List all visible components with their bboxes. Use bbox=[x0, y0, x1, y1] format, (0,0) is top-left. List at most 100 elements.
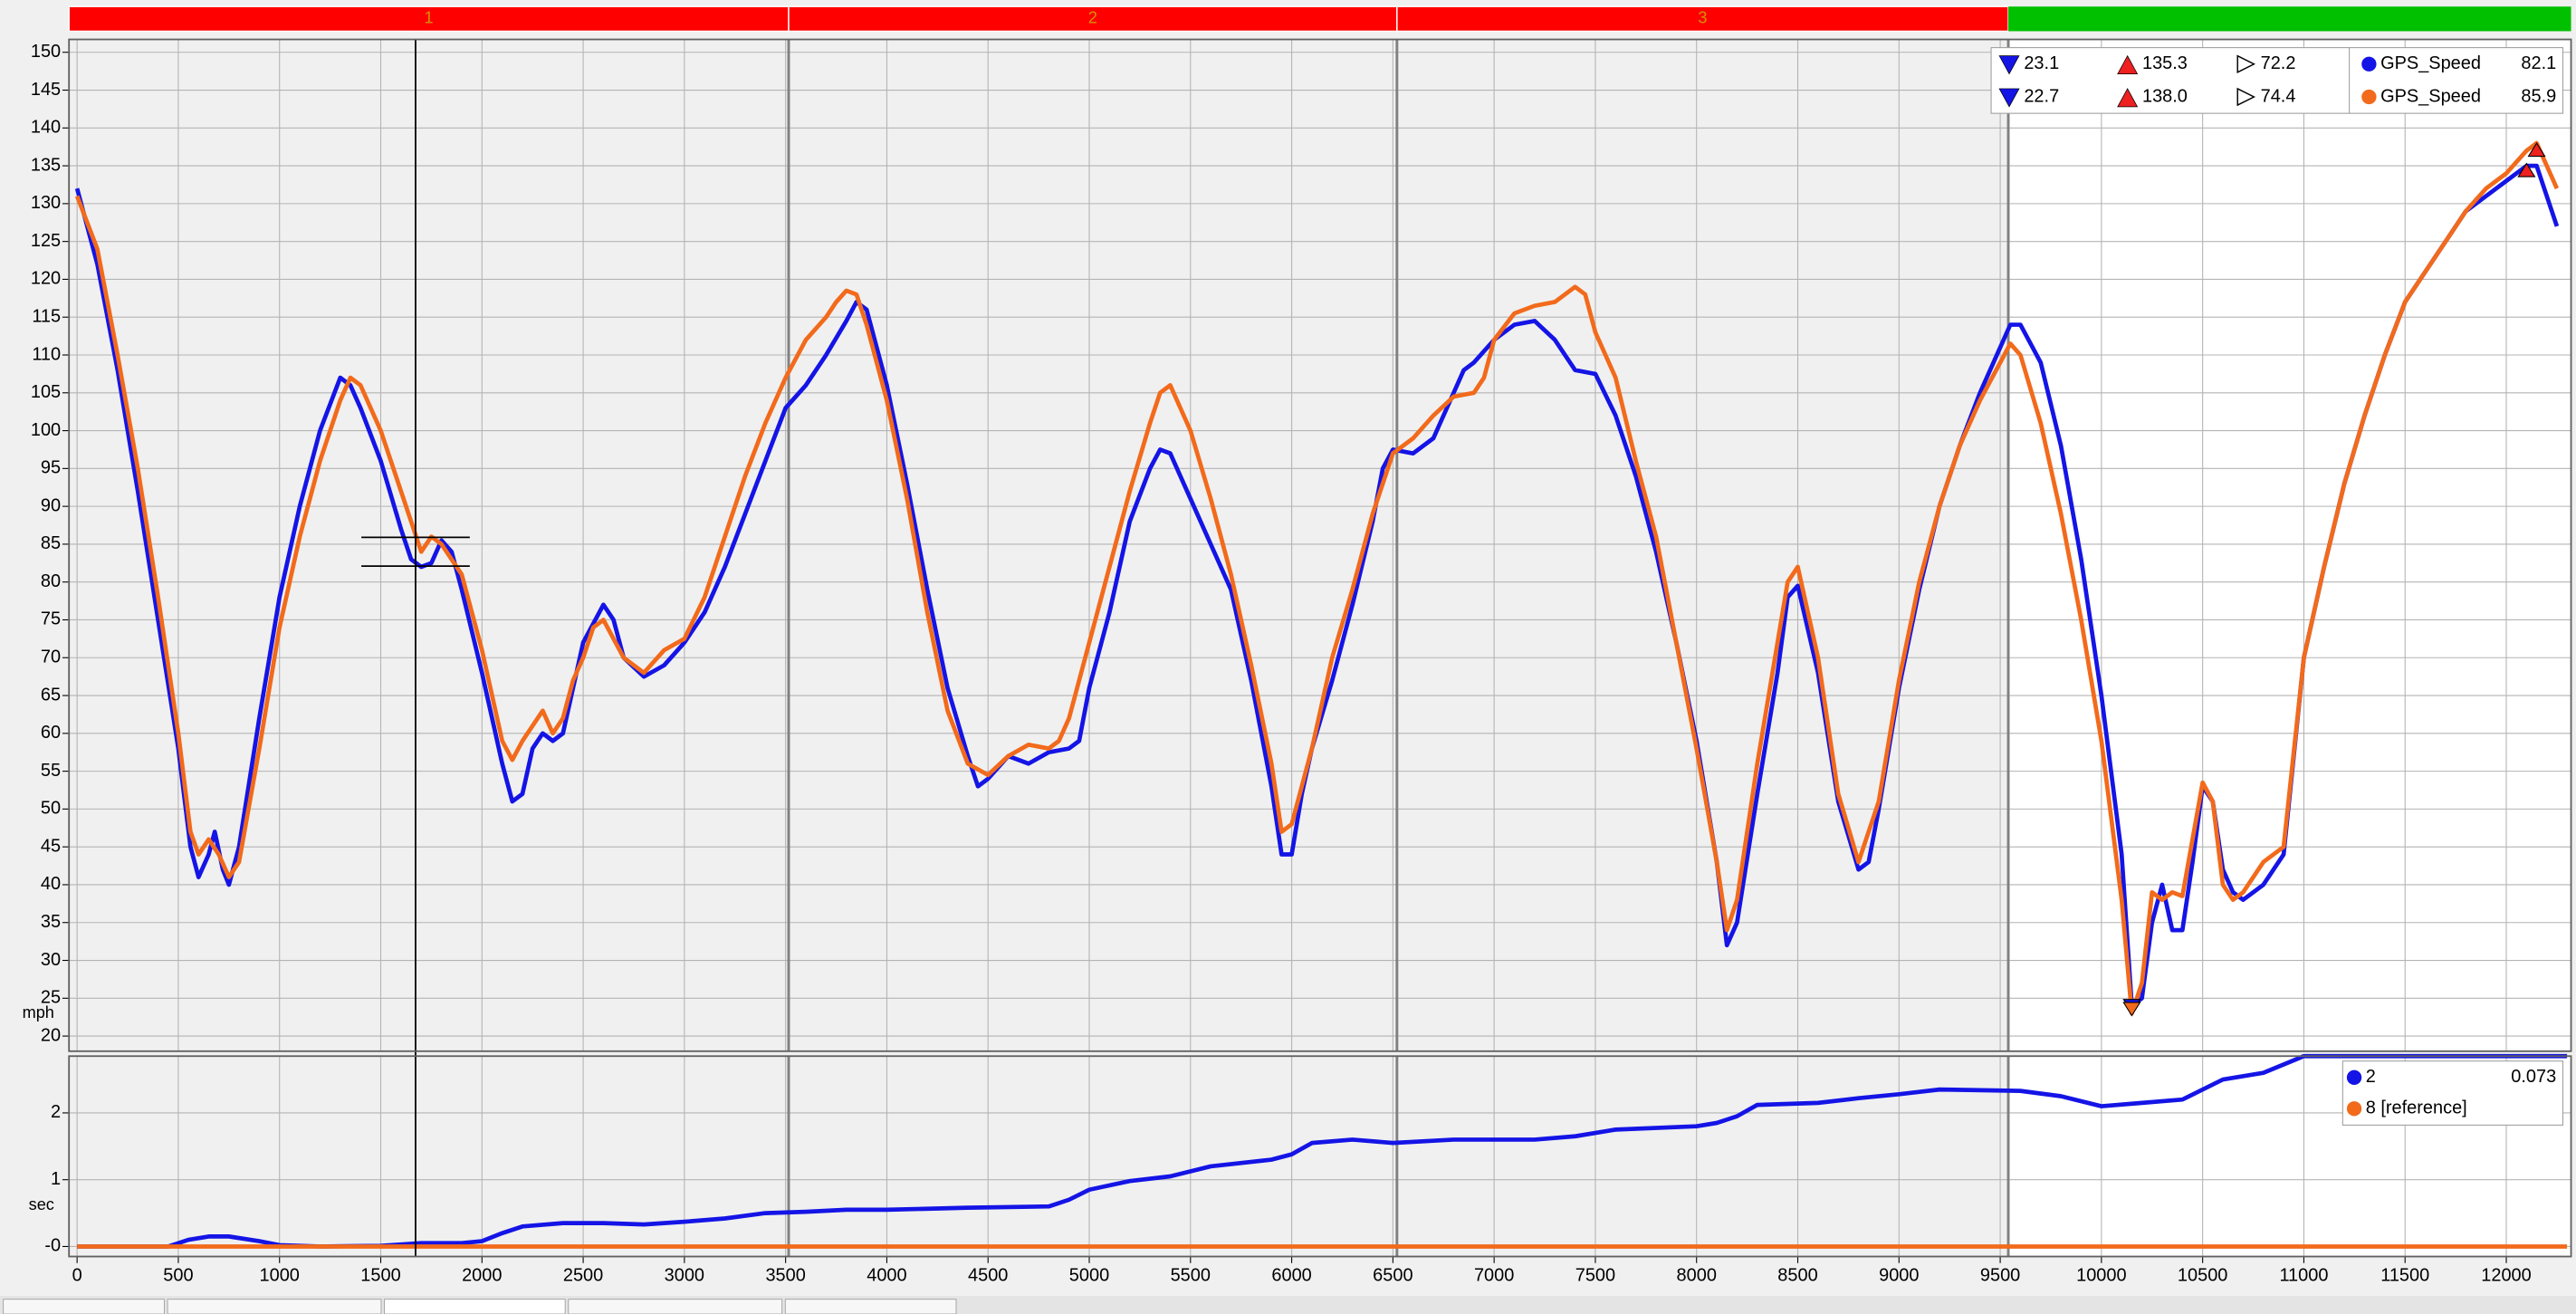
legend-box bbox=[1990, 47, 2564, 114]
y-tick-label: 120 bbox=[31, 269, 61, 289]
legend-max-icon bbox=[2117, 88, 2139, 108]
y-tick-label: 40 bbox=[41, 874, 61, 894]
legend-name: GPS_Speed bbox=[2380, 86, 2481, 106]
y-tick-label: 140 bbox=[31, 118, 61, 138]
x-tick-label: 500 bbox=[163, 1266, 193, 1286]
legend-avg-icon bbox=[2236, 87, 2255, 107]
y-tick-label: 110 bbox=[32, 344, 61, 364]
legend-swatch bbox=[2361, 56, 2377, 72]
x-tick-label: 8000 bbox=[1677, 1266, 1717, 1286]
y-tick-label: 90 bbox=[41, 495, 61, 515]
y-tick-label: 2 bbox=[51, 1102, 61, 1122]
legend-avg: 72.2 bbox=[2261, 53, 2296, 73]
x-tick-label: 6500 bbox=[1373, 1266, 1412, 1286]
y-tick-label: 125 bbox=[31, 231, 61, 251]
y-tick-label: 1 bbox=[51, 1169, 61, 1189]
sector-label: 1 bbox=[425, 9, 434, 27]
legend-max: 135.3 bbox=[2142, 53, 2188, 73]
legend-name: 2 bbox=[2366, 1067, 2376, 1087]
x-tick-label: 11500 bbox=[2380, 1266, 2429, 1286]
x-tick-label: 5500 bbox=[1171, 1266, 1211, 1286]
y-tick-label: 150 bbox=[31, 42, 61, 62]
legend-swatch bbox=[2346, 1101, 2362, 1117]
y-tick-label: 115 bbox=[32, 306, 61, 326]
sector-label: 2 bbox=[1088, 9, 1097, 27]
y-tick-label: 60 bbox=[41, 723, 61, 743]
tab[interactable] bbox=[384, 1299, 566, 1314]
legend-name: GPS_Speed bbox=[2380, 53, 2481, 73]
series-line bbox=[74, 140, 2560, 1016]
x-tick-label: 12000 bbox=[2481, 1266, 2531, 1286]
plots: 1 2 32025303540455055606570758085909510010… bbox=[23, 5, 2572, 1286]
plot-background bbox=[2008, 39, 2571, 1051]
tab[interactable] bbox=[784, 1299, 957, 1314]
y-tick-label: 85 bbox=[41, 533, 61, 553]
x-tick-label: 2000 bbox=[462, 1266, 502, 1286]
y-tick-label: 145 bbox=[31, 80, 61, 100]
y-tick-label: -0 bbox=[44, 1236, 61, 1256]
legend-min: 22.7 bbox=[2024, 86, 2059, 106]
legend-swatch bbox=[2346, 1069, 2362, 1085]
max-marker bbox=[2527, 141, 2546, 158]
tab[interactable] bbox=[3, 1299, 165, 1314]
x-tick-label: 10000 bbox=[2076, 1266, 2126, 1286]
min-marker bbox=[2122, 1002, 2141, 1017]
legend-cursor-value: 82.1 bbox=[2521, 53, 2556, 73]
y-tick-label: 75 bbox=[41, 609, 61, 629]
y-tick-label: 35 bbox=[41, 912, 61, 932]
tab[interactable] bbox=[167, 1299, 382, 1314]
x-tick-label: 0 bbox=[72, 1266, 82, 1286]
legend-swatch bbox=[2361, 89, 2377, 105]
plot-background bbox=[69, 1056, 2009, 1257]
plot-background bbox=[69, 39, 2009, 1051]
x-tick-label: 3000 bbox=[665, 1266, 704, 1286]
tab[interactable] bbox=[568, 1299, 783, 1314]
plot-border bbox=[68, 38, 2572, 1052]
plot-border bbox=[68, 1055, 2572, 1258]
legend-max-icon bbox=[2117, 54, 2139, 74]
sector-label: 3 bbox=[1698, 9, 1707, 27]
x-tick-label: 9000 bbox=[1879, 1266, 1919, 1286]
legend-cursor-value: 85.9 bbox=[2521, 86, 2556, 106]
y-tick-label: 135 bbox=[31, 155, 61, 175]
y-tick-label: 80 bbox=[41, 571, 61, 591]
x-tick-label: 7500 bbox=[1575, 1266, 1615, 1286]
x-tick-label: 4500 bbox=[968, 1266, 1008, 1286]
x-tick-label: 1000 bbox=[260, 1266, 300, 1286]
legend-name: 8 [reference] bbox=[2366, 1098, 2467, 1118]
y-tick-label: 55 bbox=[41, 761, 61, 781]
sector-bar bbox=[1396, 5, 2009, 33]
x-tick-label: 3500 bbox=[765, 1266, 805, 1286]
y-tick-label: 100 bbox=[31, 420, 61, 440]
series-line bbox=[77, 1053, 2568, 1249]
sector-bar bbox=[788, 5, 1398, 33]
y-tick-label: 30 bbox=[41, 950, 61, 970]
y-axis-unit: sec bbox=[29, 1195, 54, 1213]
x-tick-label: 9500 bbox=[1980, 1266, 2020, 1286]
x-tick-label: 11000 bbox=[2279, 1266, 2328, 1286]
x-tick-label: 10500 bbox=[2178, 1266, 2227, 1286]
legend-avg-icon bbox=[2236, 54, 2255, 73]
legend-avg: 74.4 bbox=[2261, 86, 2296, 106]
legend-cursor-value: 0.073 bbox=[2511, 1067, 2556, 1087]
y-tick-label: 65 bbox=[41, 685, 61, 705]
x-tick-label: 4000 bbox=[867, 1266, 906, 1286]
x-tick-label: 5000 bbox=[1069, 1266, 1109, 1286]
x-tick-label: 7000 bbox=[1474, 1266, 1514, 1286]
legend-min-icon bbox=[1998, 55, 2020, 75]
y-tick-label: 95 bbox=[41, 458, 61, 478]
y-tick-label: 45 bbox=[41, 836, 61, 856]
y-tick-label: 105 bbox=[31, 382, 61, 402]
legend-box bbox=[2341, 1060, 2564, 1126]
y-tick-label: 130 bbox=[31, 193, 61, 213]
y-tick-label: 70 bbox=[41, 647, 61, 667]
x-tick-label: 6000 bbox=[1271, 1266, 1311, 1286]
x-tick-label: 2500 bbox=[563, 1266, 603, 1286]
y-tick-label: 20 bbox=[41, 1025, 61, 1045]
sector-bar bbox=[2008, 6, 2571, 32]
y-tick-label: 50 bbox=[41, 799, 61, 819]
x-tick-label: 8500 bbox=[1777, 1266, 1817, 1286]
legend-min-icon bbox=[1998, 88, 2020, 108]
